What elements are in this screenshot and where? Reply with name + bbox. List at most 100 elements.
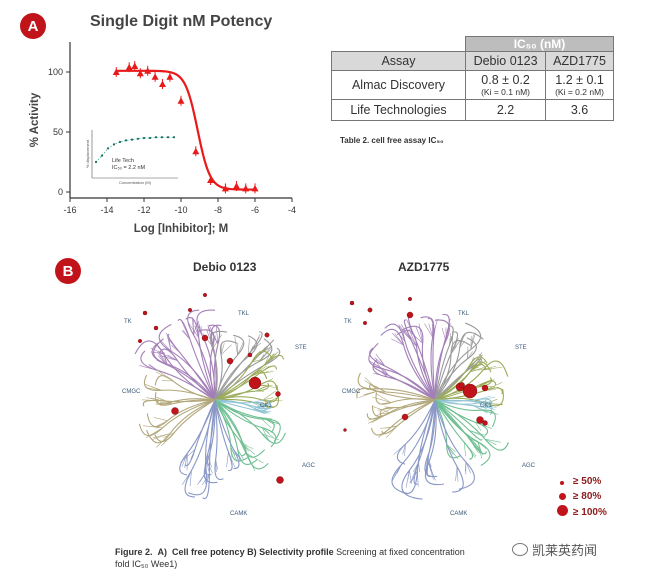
legend-item: ≥ 100% xyxy=(555,504,635,520)
tree-twig xyxy=(158,351,168,365)
tree-twig xyxy=(484,438,501,443)
tree-twig xyxy=(468,357,475,367)
tree-twig xyxy=(262,397,274,401)
kinase-hit xyxy=(476,416,484,424)
tree-twig xyxy=(262,399,283,402)
tree-twig xyxy=(251,402,267,410)
inset-point xyxy=(100,154,104,157)
kinase-hit xyxy=(406,311,414,319)
table-cell-debio: 0.8 ± 0.2 (Ki = 0.1 nM) xyxy=(464,70,547,100)
tree-twig xyxy=(463,442,477,457)
tree-twig xyxy=(391,338,404,346)
tree-branch xyxy=(196,309,216,401)
tree-twig xyxy=(242,444,256,455)
tree-branch xyxy=(151,342,216,401)
table-cell-debio: 2.2 xyxy=(464,99,547,121)
tree-twig xyxy=(157,351,167,365)
tree-group-label: TK xyxy=(344,319,352,325)
tree-twig xyxy=(198,325,200,338)
tree-group-label: TKL xyxy=(238,311,250,317)
tree-branch xyxy=(434,356,488,401)
tree-branch xyxy=(434,380,497,401)
legend-item: ≥ 50% xyxy=(555,474,635,488)
inset-point xyxy=(118,140,122,144)
tree-twig xyxy=(393,443,406,455)
tree-twig xyxy=(256,406,270,414)
tree-twig xyxy=(193,326,197,336)
tree-twig xyxy=(212,332,215,349)
tree-twig xyxy=(251,337,260,352)
data-point xyxy=(166,73,174,80)
tree-twig xyxy=(404,444,406,457)
tree-twig xyxy=(469,438,476,448)
inset-label: Life Tech xyxy=(112,158,134,164)
kinase-hit xyxy=(276,476,284,484)
inset-point xyxy=(166,136,170,139)
tree-twig xyxy=(477,441,487,449)
tree-branch xyxy=(134,340,216,401)
tree-twig xyxy=(181,321,191,340)
inset-label: IC₅₀ = 2.2 nM xyxy=(112,165,145,171)
tree-twig xyxy=(258,345,273,356)
dose-response-chart: -16 -14 -12 -10 -8 -6 -4 0 50 100 Log [Inhibitor];… xyxy=(29,42,296,235)
kinase-hit xyxy=(349,300,355,306)
inset-point xyxy=(124,139,128,142)
kinase-hit xyxy=(187,308,192,313)
tree-twig xyxy=(246,453,254,469)
figure-caption: Figure 2. A) Cell free potency B) Select… xyxy=(115,547,465,569)
tree-branch xyxy=(203,399,218,484)
tree-twig xyxy=(475,422,482,432)
tree-twig xyxy=(484,438,493,447)
tree-twig xyxy=(159,398,171,403)
tree-twig xyxy=(371,405,390,413)
tree-twig xyxy=(226,451,229,468)
legend-item: ≥ 80% xyxy=(555,488,635,504)
kinase-hit xyxy=(247,352,253,358)
tree-twig xyxy=(159,339,172,352)
y-tick-label: 50 xyxy=(53,127,63,137)
tree-branch xyxy=(396,399,436,465)
tree-twig xyxy=(358,390,378,398)
tree-twig xyxy=(391,332,404,346)
tree-branch xyxy=(401,399,436,500)
tree-twig xyxy=(208,326,219,345)
tree-group-label: CK1 xyxy=(260,403,272,409)
tree-twig xyxy=(145,387,162,391)
tree-branch xyxy=(424,399,445,486)
tree-twig xyxy=(468,364,479,367)
fit-curve xyxy=(116,69,256,191)
tree-branch xyxy=(158,323,216,401)
tree-twig xyxy=(259,378,273,386)
tree-twig xyxy=(262,390,276,401)
tree-twig xyxy=(364,380,377,390)
tree-group-label: CMGC xyxy=(342,389,361,395)
tree-twig xyxy=(156,360,167,365)
tree-twig xyxy=(155,420,168,427)
data-point xyxy=(159,80,166,87)
tree-twig xyxy=(402,332,406,342)
inset-x-label: Concentration (M) xyxy=(119,180,152,185)
tree-branch xyxy=(434,325,454,401)
tree-twig xyxy=(477,402,493,410)
tree-group-label: AGC xyxy=(302,463,316,469)
tree-twig xyxy=(197,321,202,335)
tree-twig xyxy=(433,329,436,340)
tree-branch xyxy=(214,399,247,457)
tree-twig xyxy=(207,325,214,345)
tree-twig xyxy=(252,409,272,412)
tree-twig xyxy=(450,346,457,355)
data-point xyxy=(151,73,159,80)
table-col-assay: Assay xyxy=(331,51,466,71)
tree-twig xyxy=(470,336,472,350)
data-point xyxy=(242,184,250,192)
tree-twig xyxy=(238,439,248,457)
kinase-hit xyxy=(363,321,368,326)
tree-twig xyxy=(470,334,474,350)
kinase-hit xyxy=(248,376,262,390)
tree-twig xyxy=(398,324,406,342)
table-header-top: IC₅₀ (nM) xyxy=(465,36,614,52)
tree-twig xyxy=(237,341,245,356)
tree-twig xyxy=(265,418,276,426)
hit-legend: ≥ 50% ≥ 80% ≥ 100% xyxy=(555,474,635,520)
tree-twig xyxy=(259,384,279,389)
